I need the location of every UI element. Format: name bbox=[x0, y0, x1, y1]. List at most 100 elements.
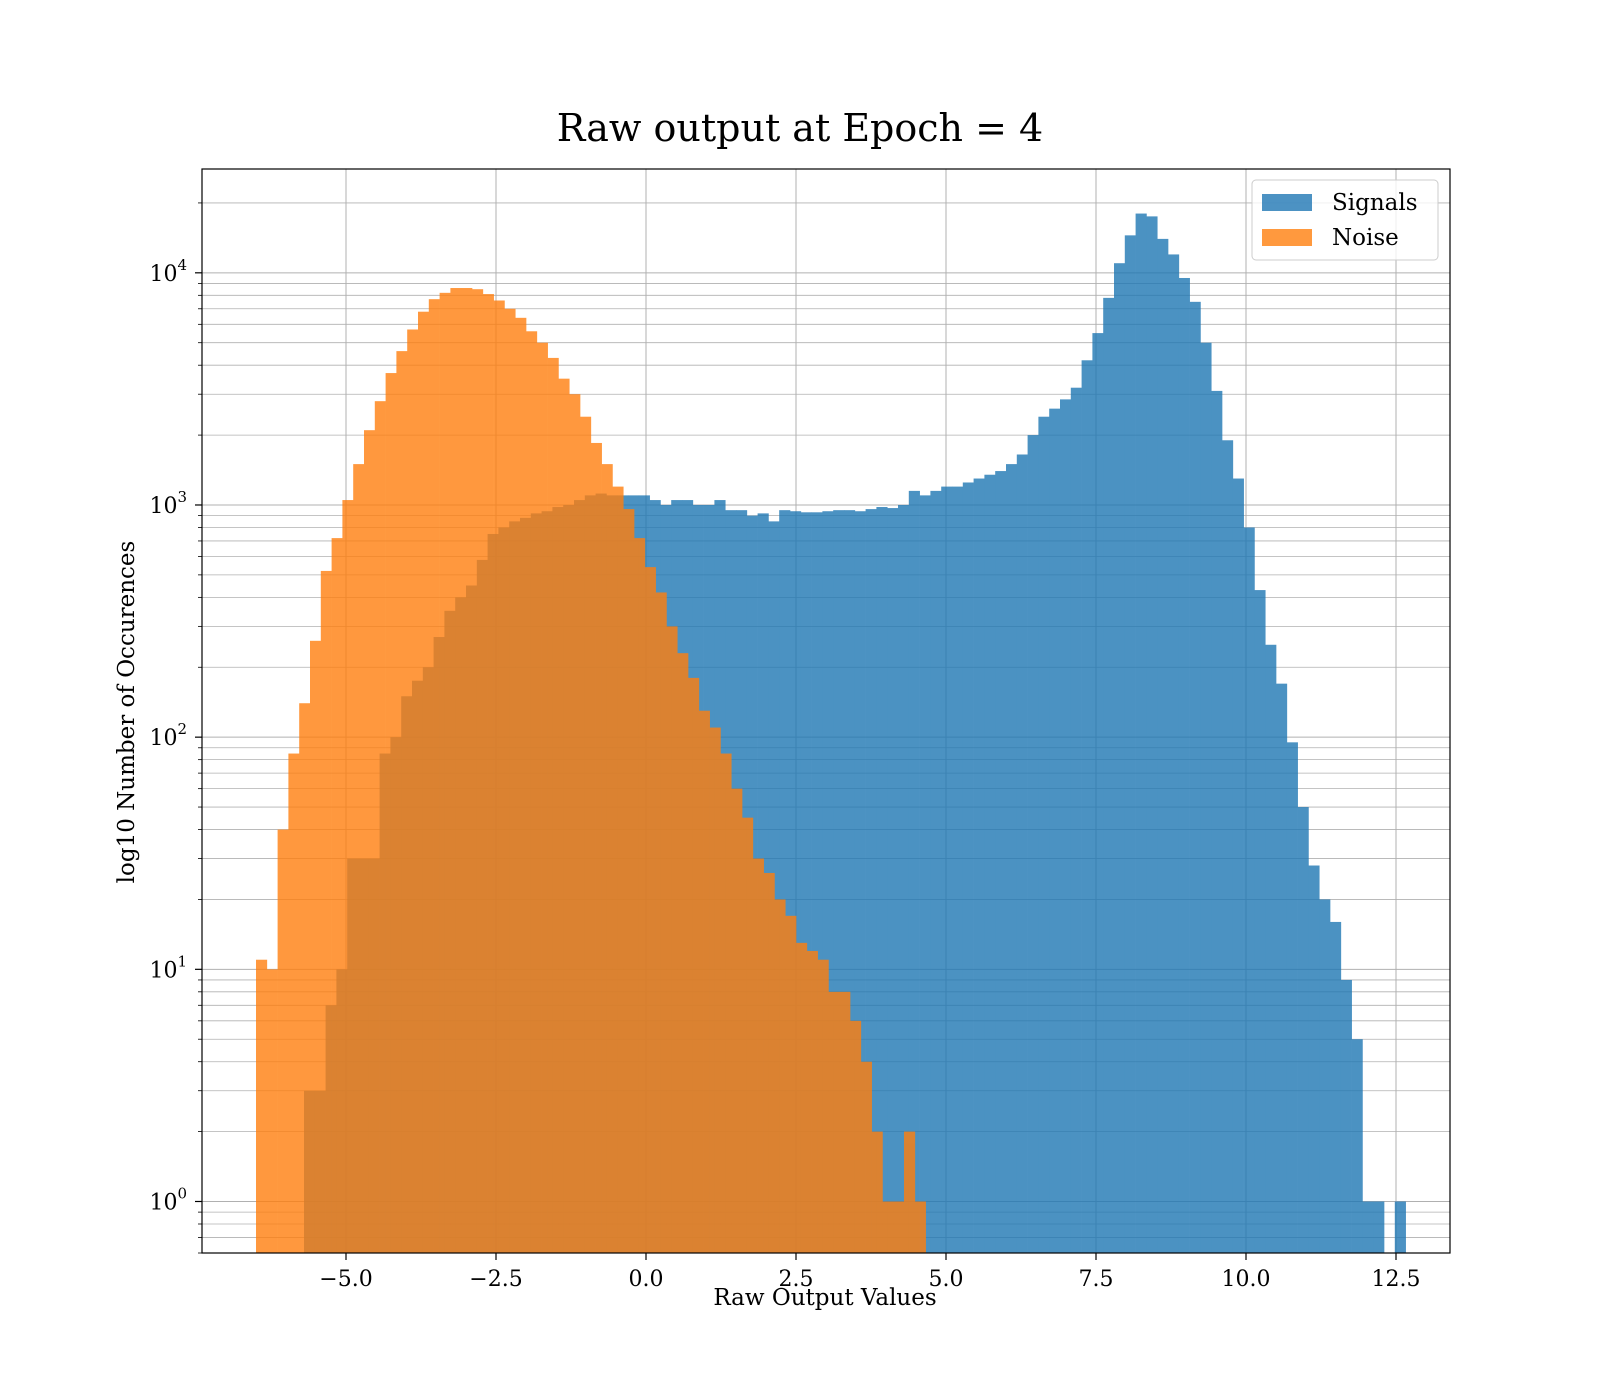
bar-signals bbox=[1276, 683, 1288, 1253]
bar-signals bbox=[1297, 807, 1309, 1253]
bar-signals bbox=[844, 510, 856, 1253]
x-tick-label: 7.5 bbox=[1079, 1267, 1114, 1292]
bar-noise bbox=[364, 430, 376, 1253]
bar-signals bbox=[1178, 277, 1190, 1253]
bar-signals bbox=[800, 512, 812, 1253]
bar-noise bbox=[677, 653, 689, 1253]
y-tick-label: 104 bbox=[149, 256, 187, 287]
bar-signals bbox=[779, 510, 791, 1253]
bar-signals bbox=[941, 486, 953, 1254]
bar-noise bbox=[666, 626, 678, 1253]
bar-noise bbox=[752, 858, 764, 1253]
bar-signals bbox=[887, 508, 899, 1253]
x-tick-label: 10.0 bbox=[1222, 1267, 1271, 1292]
bar-signals bbox=[1286, 742, 1298, 1253]
bar-noise bbox=[299, 703, 311, 1253]
bar-signals bbox=[1340, 979, 1352, 1253]
bar-noise bbox=[817, 959, 829, 1253]
bar-signals bbox=[1157, 238, 1169, 1254]
bar-signals bbox=[1135, 213, 1147, 1253]
bar-signals bbox=[1254, 590, 1266, 1253]
bar-noise bbox=[590, 442, 602, 1254]
bar-noise bbox=[871, 1131, 883, 1253]
bar-noise bbox=[277, 829, 289, 1253]
bar-noise bbox=[472, 289, 484, 1253]
bar-noise bbox=[547, 357, 559, 1254]
bar-noise bbox=[623, 509, 635, 1253]
bar-signals bbox=[984, 474, 996, 1253]
bar-signals bbox=[1168, 254, 1180, 1253]
bar-signals bbox=[1016, 454, 1028, 1253]
bar-noise bbox=[439, 292, 451, 1253]
bar-noise bbox=[504, 308, 516, 1253]
bar-signals bbox=[1124, 235, 1136, 1253]
bar-noise bbox=[709, 727, 721, 1253]
bar-noise bbox=[353, 464, 365, 1253]
bar-noise bbox=[450, 288, 462, 1253]
bar-noise bbox=[407, 329, 419, 1253]
y-tick-label: 102 bbox=[149, 720, 187, 751]
bar-signals bbox=[1265, 644, 1277, 1253]
bar-signals bbox=[854, 511, 866, 1253]
bar-signals bbox=[1373, 1201, 1385, 1253]
bar-signals bbox=[1232, 478, 1244, 1253]
bar-signals bbox=[822, 511, 834, 1253]
bar-signals bbox=[1222, 440, 1234, 1253]
bar-signals bbox=[995, 471, 1007, 1253]
bar-noise bbox=[763, 872, 775, 1253]
bar-noise bbox=[698, 710, 710, 1253]
bar-signals bbox=[908, 490, 920, 1253]
bar-signals bbox=[1243, 527, 1255, 1253]
bar-noise bbox=[601, 464, 613, 1253]
bar-noise bbox=[385, 373, 397, 1253]
bar-noise bbox=[882, 1201, 894, 1253]
bar-noise bbox=[310, 640, 322, 1253]
bar-noise bbox=[320, 570, 332, 1253]
bar-noise bbox=[482, 294, 494, 1253]
bar-signals bbox=[1103, 297, 1115, 1254]
bar-signals bbox=[1092, 333, 1104, 1253]
legend-label-signals: Signals bbox=[1332, 190, 1418, 216]
bar-noise bbox=[806, 950, 818, 1253]
x-axis-ticks: −5.0 −2.5 0.0 2.5 5.0 7.5 10.0 12.5 bbox=[319, 1253, 1420, 1292]
legend: Signals Noise bbox=[1251, 179, 1439, 261]
bar-signals bbox=[1006, 464, 1018, 1253]
bar-signals bbox=[1038, 416, 1050, 1253]
bar-signals bbox=[898, 504, 910, 1253]
bar-noise bbox=[331, 538, 343, 1253]
legend-swatch-signals bbox=[1262, 194, 1312, 211]
bar-noise bbox=[796, 942, 808, 1253]
bar-signals bbox=[1070, 387, 1082, 1254]
bar-noise bbox=[839, 991, 851, 1253]
bar-noise bbox=[612, 486, 624, 1254]
x-tick-label: −2.5 bbox=[469, 1267, 522, 1292]
bar-signals bbox=[1081, 360, 1093, 1253]
y-tick-label: 101 bbox=[149, 952, 187, 983]
bar-signals bbox=[962, 482, 974, 1254]
x-tick-label: 5.0 bbox=[929, 1267, 964, 1292]
bar-noise bbox=[461, 288, 473, 1253]
x-tick-label: −5.0 bbox=[319, 1267, 372, 1292]
x-tick-label: 2.5 bbox=[779, 1267, 814, 1292]
y-axis-ticks: 100 101 102 103 104 bbox=[149, 202, 202, 1254]
bar-noise bbox=[774, 899, 786, 1253]
bar-signals bbox=[1114, 263, 1126, 1253]
bar-noise bbox=[785, 915, 797, 1253]
bar-noise bbox=[655, 592, 667, 1253]
bar-signals bbox=[865, 509, 877, 1253]
bar-noise bbox=[266, 969, 278, 1253]
bar-noise bbox=[493, 300, 505, 1253]
bar-noise bbox=[428, 299, 440, 1253]
bar-noise bbox=[904, 1131, 916, 1253]
bar-signals bbox=[833, 510, 845, 1253]
legend-swatch-noise bbox=[1262, 229, 1312, 246]
chart-title: Raw output at Epoch = 4 bbox=[557, 106, 1043, 150]
bar-noise bbox=[731, 788, 743, 1253]
bar-noise bbox=[526, 331, 538, 1253]
bar-signals bbox=[930, 490, 942, 1253]
bar-signals bbox=[876, 507, 888, 1253]
bar-noise bbox=[374, 401, 386, 1253]
bar-signals bbox=[1189, 301, 1201, 1253]
bar-noise bbox=[850, 1020, 862, 1253]
